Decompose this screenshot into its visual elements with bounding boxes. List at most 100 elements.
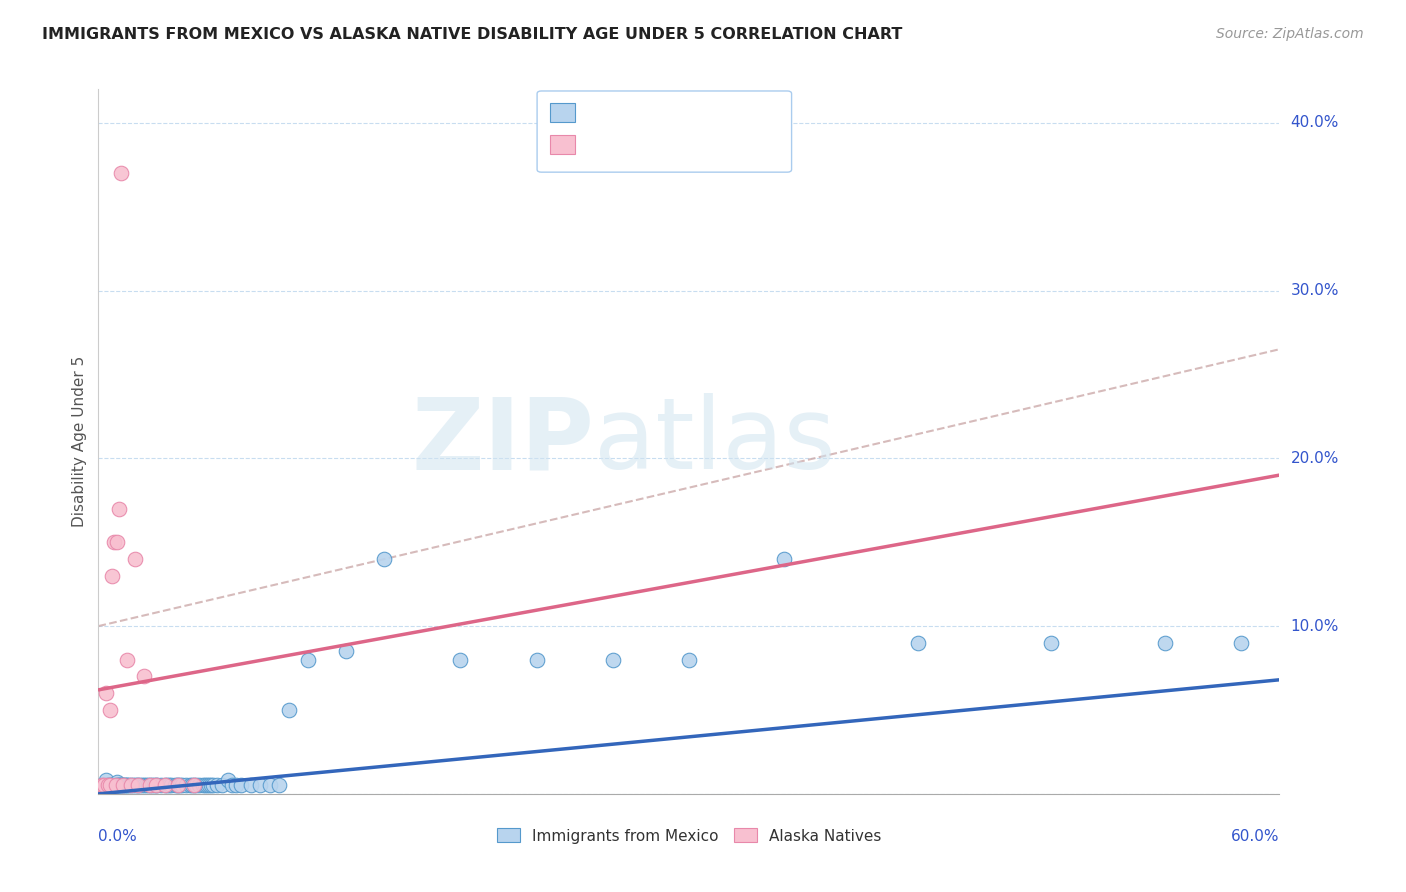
Point <box>110 166 132 180</box>
Point <box>153 779 176 793</box>
Point <box>100 779 122 793</box>
Point <box>100 779 122 793</box>
Point <box>91 779 114 793</box>
Point <box>112 779 135 793</box>
Y-axis label: Disability Age Under 5: Disability Age Under 5 <box>72 356 87 527</box>
Point <box>239 779 262 793</box>
Point <box>166 779 188 793</box>
Point <box>98 779 121 793</box>
Point <box>142 779 165 793</box>
Point <box>107 775 129 789</box>
Point <box>139 779 162 793</box>
Text: R = 0.366   N = 23: R = 0.366 N = 23 <box>583 137 728 152</box>
Point <box>179 779 201 793</box>
Text: ZIP: ZIP <box>412 393 595 490</box>
Point <box>773 552 796 566</box>
Point <box>221 779 243 793</box>
Point <box>156 779 179 793</box>
Text: atlas: atlas <box>595 393 837 490</box>
Point <box>127 779 149 793</box>
Point <box>94 779 117 793</box>
Point <box>131 779 153 793</box>
Point <box>107 535 129 549</box>
Point <box>134 669 156 683</box>
Point <box>115 779 138 793</box>
Point <box>108 779 131 793</box>
Text: 40.0%: 40.0% <box>1291 115 1339 130</box>
Legend: Immigrants from Mexico, Alaska Natives: Immigrants from Mexico, Alaska Natives <box>491 822 887 850</box>
Point <box>134 779 156 793</box>
Point <box>129 779 152 793</box>
Point <box>153 779 176 793</box>
Point <box>114 779 136 793</box>
Point <box>94 686 117 700</box>
Point <box>104 779 127 793</box>
Point <box>167 779 190 793</box>
Point <box>127 779 149 793</box>
Point <box>157 779 180 793</box>
Point <box>297 653 319 667</box>
Point <box>108 501 131 516</box>
Point <box>1230 636 1253 650</box>
Point <box>678 653 700 667</box>
Point <box>198 779 221 793</box>
Point <box>120 779 142 793</box>
Point <box>121 779 143 793</box>
Point <box>93 779 115 793</box>
Point <box>93 779 115 793</box>
Point <box>104 779 127 793</box>
Point <box>145 779 167 793</box>
Point <box>1039 636 1062 650</box>
Point <box>225 779 247 793</box>
Point <box>200 779 222 793</box>
Point <box>98 703 121 717</box>
Point <box>195 779 218 793</box>
Point <box>249 779 271 793</box>
Point <box>211 779 233 793</box>
Point <box>110 779 132 793</box>
Point <box>172 779 194 793</box>
Point <box>91 779 114 793</box>
Point <box>139 779 162 793</box>
Point <box>163 779 186 793</box>
Point <box>146 779 169 793</box>
Point <box>217 773 239 788</box>
Point <box>1154 636 1177 650</box>
Point <box>159 779 181 793</box>
Point <box>259 779 281 793</box>
Point <box>115 653 138 667</box>
Point <box>118 779 141 793</box>
Point <box>104 779 127 793</box>
Text: 0.0%: 0.0% <box>98 830 138 844</box>
Point <box>136 779 159 793</box>
Point <box>100 568 122 582</box>
Point <box>449 653 471 667</box>
Point <box>174 779 197 793</box>
Point <box>167 779 190 793</box>
Point <box>103 779 125 793</box>
Point <box>335 644 357 658</box>
Text: 20.0%: 20.0% <box>1291 450 1339 466</box>
Text: IMMIGRANTS FROM MEXICO VS ALASKA NATIVE DISABILITY AGE UNDER 5 CORRELATION CHART: IMMIGRANTS FROM MEXICO VS ALASKA NATIVE … <box>42 27 903 42</box>
Point <box>141 779 163 793</box>
Point <box>183 779 205 793</box>
Point <box>94 773 117 788</box>
Point <box>98 779 121 793</box>
Point <box>107 779 129 793</box>
Point <box>205 779 228 793</box>
Point <box>526 653 548 667</box>
Point <box>188 779 211 793</box>
Point <box>124 779 146 793</box>
Point <box>907 636 929 650</box>
Text: Source: ZipAtlas.com: Source: ZipAtlas.com <box>1216 27 1364 41</box>
Point <box>120 779 142 793</box>
Point <box>201 779 224 793</box>
Point <box>193 779 215 793</box>
Point <box>277 703 299 717</box>
Point <box>103 779 125 793</box>
Point <box>602 653 624 667</box>
Point <box>124 552 146 566</box>
Point <box>107 779 129 793</box>
Point <box>135 779 157 793</box>
Point <box>145 779 167 793</box>
